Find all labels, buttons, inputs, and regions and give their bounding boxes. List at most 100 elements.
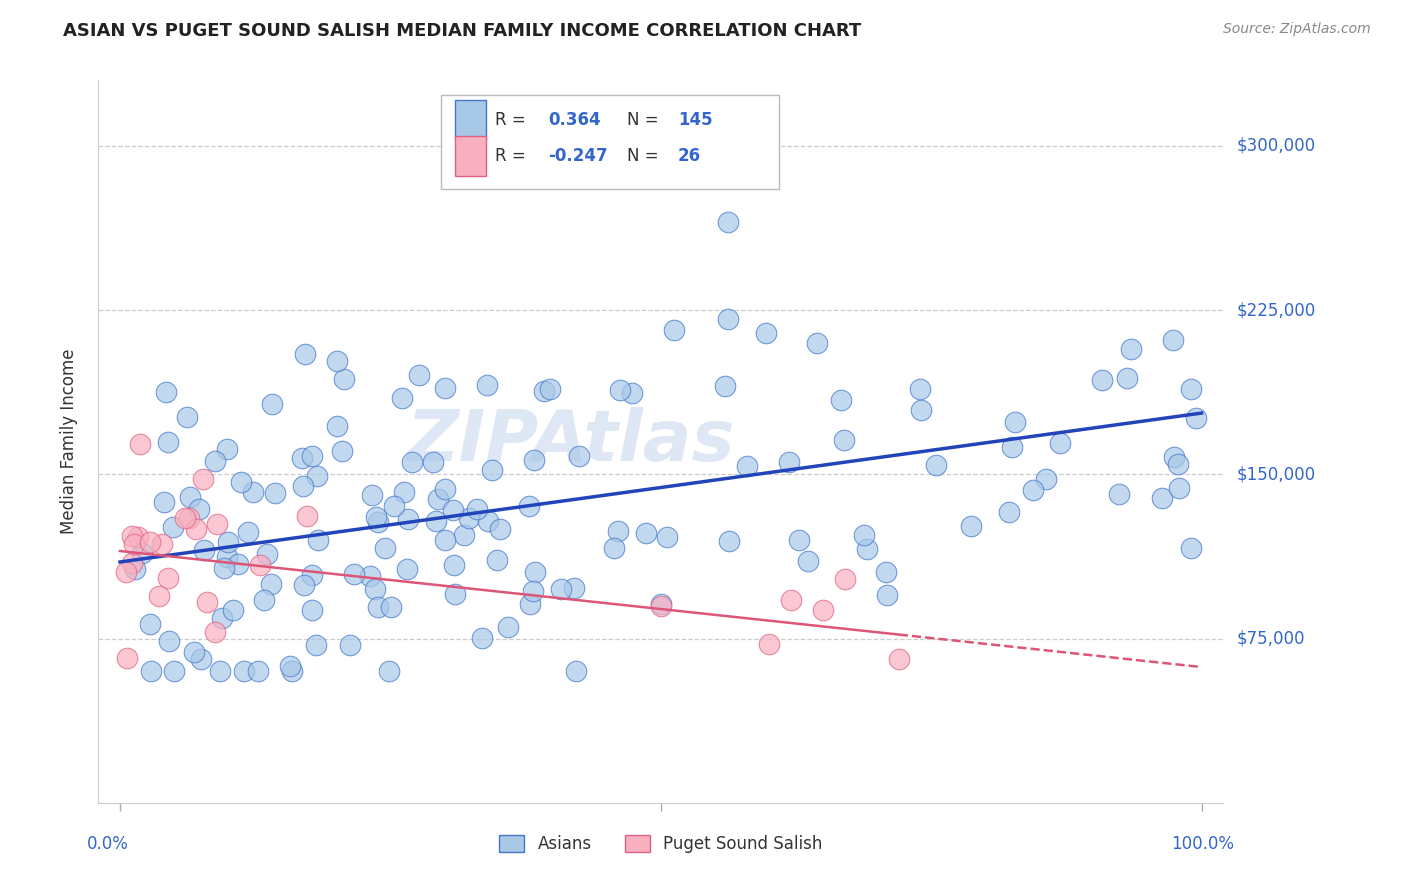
Asians xyxy=(443,587,465,601)
Asians xyxy=(519,597,541,611)
Asians xyxy=(236,524,259,539)
Asians xyxy=(778,455,800,469)
Asians xyxy=(392,485,415,500)
Text: N =: N = xyxy=(627,111,658,129)
Asians xyxy=(253,593,276,607)
Asians xyxy=(789,533,811,548)
Asians xyxy=(342,566,364,581)
Puget Sound Salish xyxy=(115,651,138,665)
Asians xyxy=(755,326,778,340)
Text: 0.0%: 0.0% xyxy=(87,835,129,854)
Asians xyxy=(522,584,544,599)
Asians xyxy=(496,620,519,634)
Asians xyxy=(204,454,226,468)
Text: $225,000: $225,000 xyxy=(1237,301,1316,319)
Asians xyxy=(401,455,423,469)
Text: R =: R = xyxy=(495,147,526,165)
Asians xyxy=(876,588,898,602)
Asians xyxy=(260,397,283,411)
Asians xyxy=(367,599,389,614)
Asians xyxy=(326,418,349,433)
Asians xyxy=(242,484,264,499)
Asians xyxy=(832,433,855,447)
Asians xyxy=(330,443,353,458)
Puget Sound Salish xyxy=(122,537,145,551)
Asians xyxy=(339,638,361,652)
Asians xyxy=(852,528,875,542)
Asians xyxy=(1180,541,1202,556)
Asians xyxy=(471,631,494,645)
Asians xyxy=(217,442,239,456)
Asians xyxy=(291,478,314,492)
Asians xyxy=(139,665,162,679)
Text: -0.247: -0.247 xyxy=(548,147,607,165)
Puget Sound Salish xyxy=(115,565,138,579)
Asians xyxy=(607,524,630,538)
Text: R =: R = xyxy=(495,111,526,129)
Text: 26: 26 xyxy=(678,147,700,165)
Asians xyxy=(301,603,323,617)
Asians xyxy=(179,490,201,504)
Asians xyxy=(485,553,508,567)
Asians xyxy=(264,485,287,500)
Asians xyxy=(1091,373,1114,387)
Asians xyxy=(662,323,685,337)
Asians xyxy=(155,385,177,400)
Asians xyxy=(1167,481,1189,495)
Asians xyxy=(260,577,283,591)
Asians xyxy=(717,312,740,326)
Asians xyxy=(211,611,233,625)
Asians xyxy=(359,568,381,582)
Asians xyxy=(458,511,481,525)
Asians xyxy=(231,475,253,490)
Text: 145: 145 xyxy=(678,111,713,129)
Asians xyxy=(193,543,215,558)
Asians xyxy=(718,534,741,549)
Puget Sound Salish xyxy=(156,571,179,585)
Puget Sound Salish xyxy=(121,556,143,570)
Puget Sound Salish xyxy=(191,472,214,486)
Asians xyxy=(246,665,269,679)
Asians xyxy=(360,488,382,502)
Asians xyxy=(910,403,932,417)
Asians xyxy=(378,664,401,678)
Asians xyxy=(960,519,983,533)
Asians xyxy=(124,562,146,576)
Asians xyxy=(396,512,419,526)
Asians xyxy=(475,377,498,392)
Asians xyxy=(281,664,304,678)
Y-axis label: Median Family Income: Median Family Income xyxy=(59,349,77,534)
Asians xyxy=(533,384,555,398)
Asians xyxy=(1163,450,1185,465)
Asians xyxy=(307,533,329,547)
Asians xyxy=(367,516,389,530)
Asians xyxy=(796,554,818,568)
Asians xyxy=(489,523,512,537)
Asians xyxy=(222,602,245,616)
Asians xyxy=(305,468,328,483)
Asians xyxy=(301,449,323,463)
Asians xyxy=(655,530,678,544)
Puget Sound Salish xyxy=(127,530,149,544)
Asians xyxy=(212,561,235,575)
Text: $300,000: $300,000 xyxy=(1237,137,1316,155)
Asians xyxy=(183,644,205,658)
Asians xyxy=(292,577,315,591)
Asians xyxy=(714,378,737,392)
Asians xyxy=(291,450,314,465)
Puget Sound Salish xyxy=(150,537,173,551)
Asians xyxy=(433,482,456,496)
Asians xyxy=(301,567,323,582)
Text: 0.364: 0.364 xyxy=(548,111,600,129)
Asians xyxy=(568,449,591,463)
Asians xyxy=(395,561,418,575)
Asians xyxy=(1119,343,1142,357)
Asians xyxy=(408,368,430,382)
Asians xyxy=(1161,333,1184,347)
Asians xyxy=(481,463,503,477)
Puget Sound Salish xyxy=(186,522,208,536)
Asians xyxy=(422,455,444,469)
Asians xyxy=(256,547,278,561)
Asians xyxy=(517,500,540,514)
Asians xyxy=(152,495,174,509)
